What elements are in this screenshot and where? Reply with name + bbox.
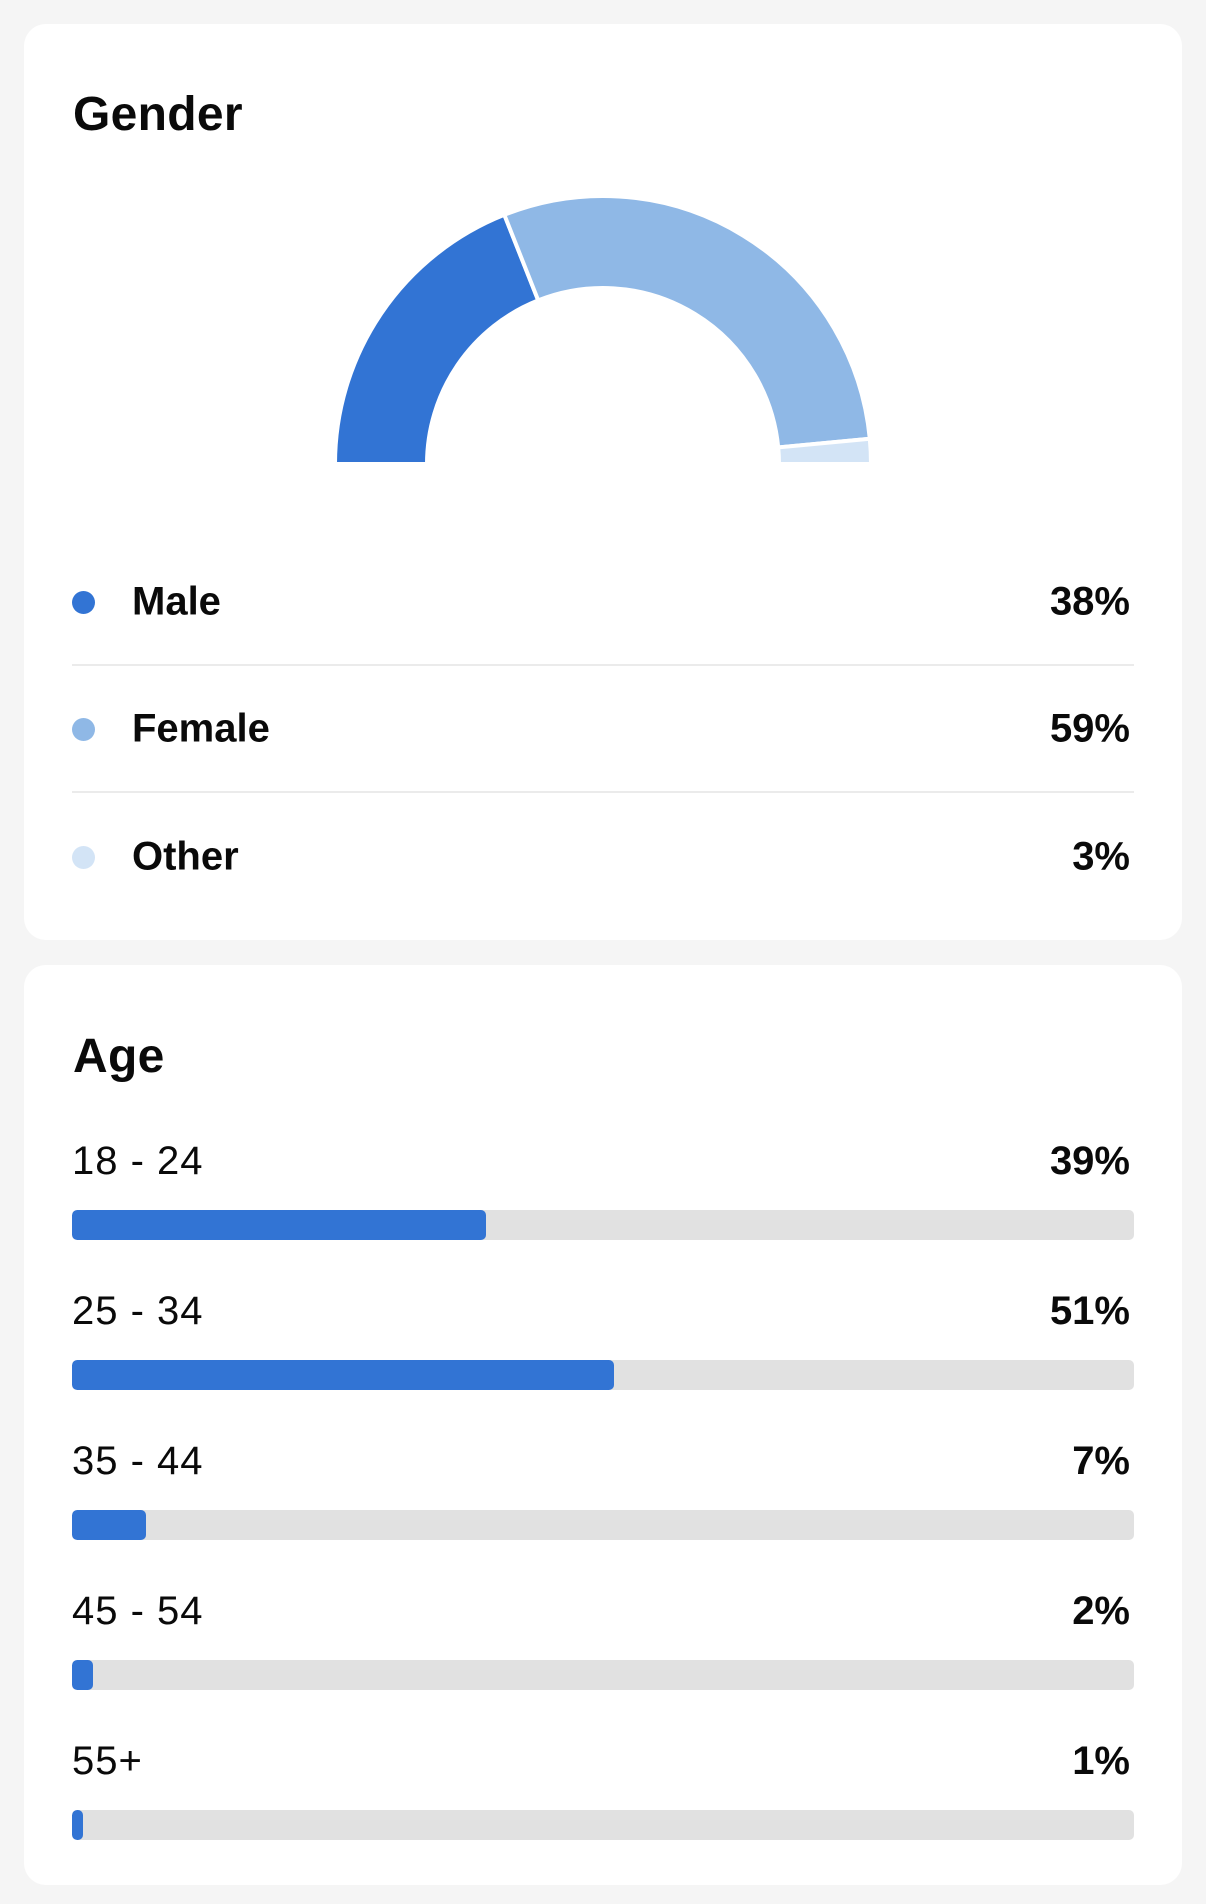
age-percent: 7%: [1072, 1439, 1130, 1483]
legend-label: Female: [132, 706, 270, 750]
age-bar-fill: [72, 1510, 147, 1540]
age-row: 55+ 1%: [72, 1739, 1134, 1840]
other-dot-icon: [72, 845, 95, 869]
age-title: Age: [73, 1030, 165, 1083]
legend-row-other: Other 3%: [72, 793, 1134, 920]
legend-value: 3%: [1072, 834, 1130, 878]
age-bar-fill: [72, 1810, 83, 1840]
age-percent: 39%: [1049, 1139, 1130, 1183]
age-bar-fill: [72, 1360, 614, 1390]
gender-card: Gender Male 38% Female 59% Other 3%: [24, 24, 1182, 940]
age-percent: 51%: [1049, 1289, 1130, 1333]
age-row: 25 - 34 51%: [72, 1289, 1134, 1390]
age-range-label: 18 - 24: [72, 1139, 204, 1183]
age-bar-fill: [72, 1210, 487, 1240]
female-dot-icon: [72, 717, 95, 741]
age-bar-track: [72, 1210, 1134, 1240]
age-bar-fill: [72, 1660, 94, 1690]
male-dot-icon: [72, 590, 95, 614]
age-card: Age 18 - 24 39% 25 - 34 51% 35 - 44 7% 4…: [24, 965, 1182, 1885]
age-row: 35 - 44 7%: [72, 1439, 1134, 1540]
age-percent: 1%: [1072, 1739, 1130, 1783]
age-row: 18 - 24 39%: [72, 1139, 1134, 1240]
gender-title: Gender: [73, 88, 243, 141]
age-bar-track: [72, 1660, 1134, 1690]
gauge-segment-female: [501, 194, 872, 450]
age-bar-track: [72, 1810, 1134, 1840]
age-range-label: 25 - 34: [72, 1289, 204, 1333]
legend-row-male: Male 38%: [72, 539, 1134, 666]
age-percent: 2%: [1072, 1589, 1130, 1633]
age-bar-track: [72, 1510, 1134, 1540]
gender-gauge-chart: [332, 194, 874, 466]
legend-label: Male: [132, 579, 221, 623]
gauge-segment-male: [332, 212, 541, 466]
legend-value: 59%: [1049, 706, 1130, 750]
gauge-segment-other: [776, 436, 874, 466]
age-range-label: 35 - 44: [72, 1439, 204, 1483]
legend-value: 38%: [1049, 579, 1130, 623]
age-range-label: 55+: [72, 1739, 143, 1783]
legend-label: Other: [132, 834, 239, 878]
legend-row-female: Female 59%: [72, 666, 1134, 793]
age-range-label: 45 - 54: [72, 1589, 204, 1633]
age-bar-track: [72, 1360, 1134, 1390]
age-row: 45 - 54 2%: [72, 1589, 1134, 1690]
